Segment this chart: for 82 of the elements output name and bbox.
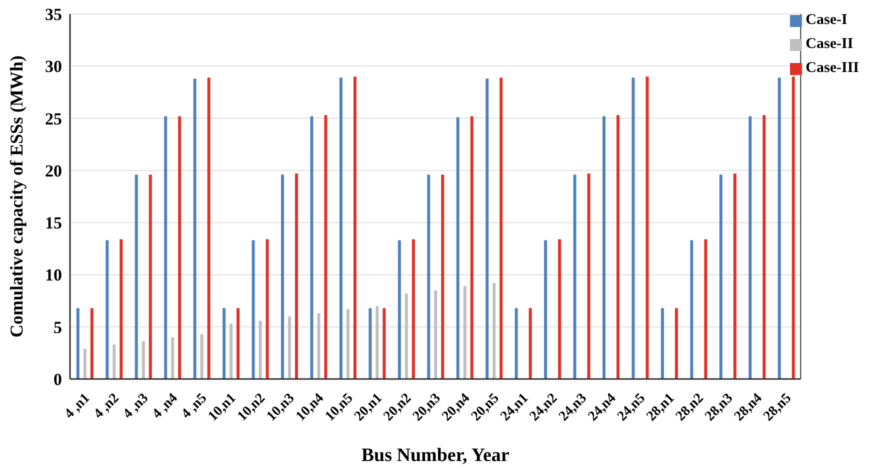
bar	[463, 286, 466, 379]
bar	[324, 115, 328, 379]
bar	[106, 240, 109, 379]
legend-label: Case-II	[806, 36, 854, 52]
bar	[317, 313, 320, 379]
bar	[178, 116, 182, 379]
bar	[500, 78, 503, 379]
bar	[456, 117, 460, 379]
bar	[142, 341, 145, 379]
legend-label: Case-III	[806, 60, 859, 76]
bar	[90, 308, 94, 379]
bar	[514, 308, 518, 379]
bar	[719, 174, 722, 379]
bar	[171, 337, 174, 379]
bar	[200, 334, 204, 379]
bar	[573, 174, 576, 379]
bar	[382, 308, 386, 379]
bar	[558, 239, 562, 379]
y-tick-label: 0	[54, 370, 62, 390]
bar	[339, 78, 342, 379]
bar	[134, 174, 138, 379]
bar	[398, 240, 401, 379]
bar	[346, 309, 350, 379]
bar	[733, 174, 736, 379]
bar	[376, 306, 379, 379]
y-tick-label: 5	[54, 318, 62, 337]
bar	[222, 308, 226, 379]
bar	[83, 348, 86, 379]
bar	[148, 174, 152, 379]
y-tick-label: 25	[45, 109, 62, 128]
bar	[404, 293, 408, 379]
bar	[690, 240, 694, 379]
legend-label: Case-I	[806, 12, 848, 28]
bar	[762, 115, 766, 379]
bar	[193, 78, 196, 379]
y-tick-label: 20	[45, 161, 62, 180]
bar	[368, 308, 372, 379]
bar	[353, 76, 356, 379]
bar	[230, 324, 233, 379]
x-tick-label: 4 ,n2	[91, 390, 122, 422]
bar	[412, 239, 415, 379]
bar	[295, 174, 298, 379]
bar	[112, 344, 116, 379]
bar	[120, 239, 123, 379]
y-tick-label: 35	[45, 5, 62, 24]
y-tick-label: 15	[45, 214, 62, 233]
y-tick-label: 30	[45, 57, 62, 76]
bar	[76, 308, 80, 379]
bar	[207, 78, 210, 379]
bar	[587, 174, 590, 379]
x-tick-label: 4 ,n5	[179, 390, 210, 422]
bar	[252, 240, 255, 379]
bar	[164, 116, 168, 379]
bar	[544, 240, 548, 379]
bar	[704, 239, 708, 379]
x-axis-title: Bus Number, Year	[361, 445, 510, 466]
x-tick-label: 4 ,n3	[120, 390, 152, 422]
x-tick-label: 4 ,n1	[62, 390, 94, 422]
bar	[281, 174, 284, 379]
bar	[486, 78, 489, 379]
bar	[632, 78, 635, 379]
bar	[748, 116, 752, 379]
bar	[288, 316, 292, 379]
y-tick-label: 10	[45, 266, 62, 285]
bar	[660, 308, 664, 379]
bar	[602, 116, 606, 379]
bar	[441, 174, 444, 379]
x-tick-label: 4 ,n4	[150, 390, 181, 422]
bar	[616, 115, 620, 379]
bar	[674, 308, 678, 379]
bar	[310, 116, 314, 379]
bar	[492, 283, 496, 379]
bar	[258, 320, 262, 379]
bar	[266, 239, 269, 379]
y-axis-title: Comulative capacity of ESSs (MWh)	[6, 56, 26, 338]
bar	[470, 116, 474, 379]
bar	[646, 76, 649, 379]
bar	[434, 290, 438, 379]
bar	[236, 308, 240, 379]
bar	[427, 174, 430, 379]
bar	[778, 78, 781, 379]
bar	[528, 308, 532, 379]
